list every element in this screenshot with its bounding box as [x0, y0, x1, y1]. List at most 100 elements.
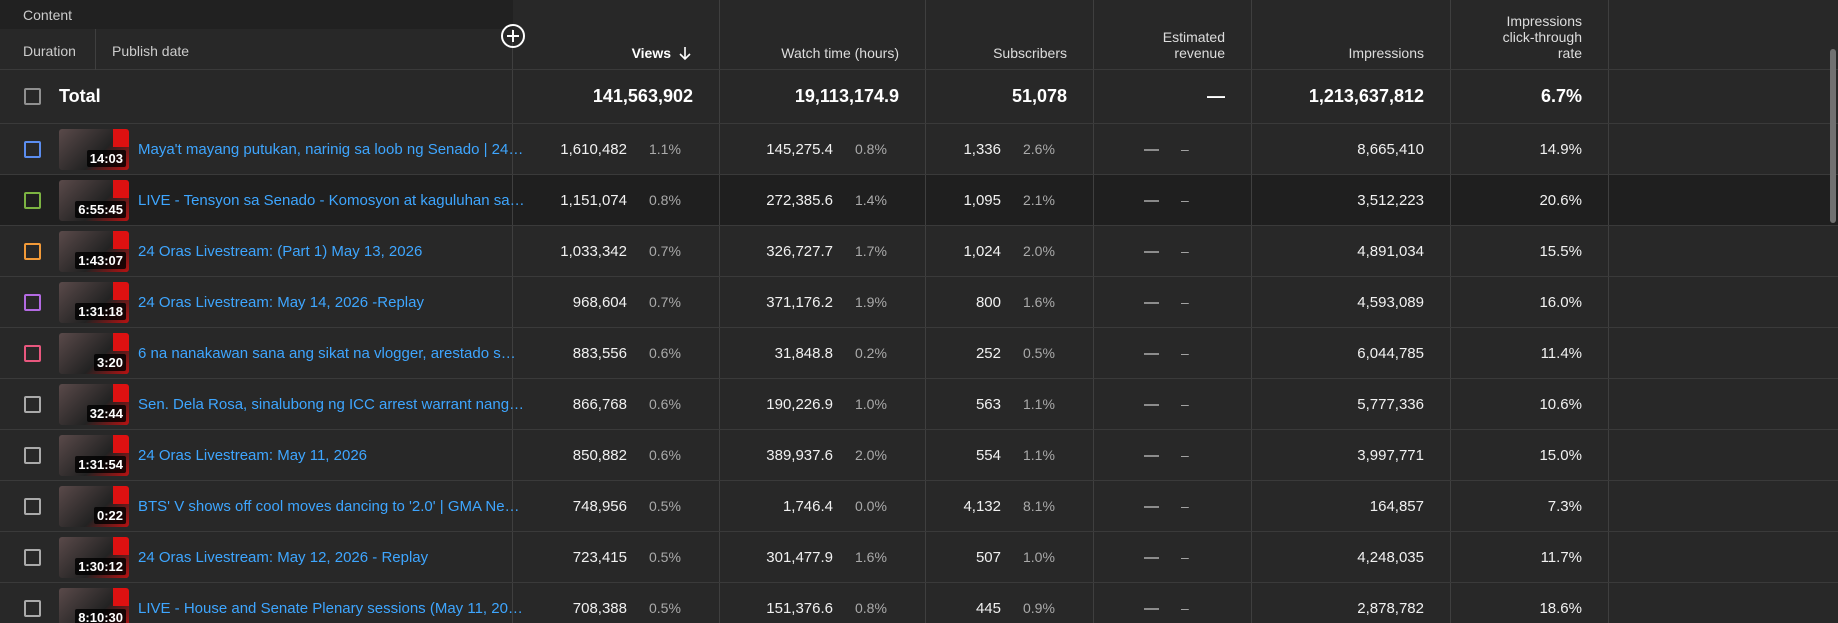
video-title[interactable]: LIVE - Tensyon sa Senado - Komosyon at k…	[138, 191, 525, 209]
checkbox[interactable]	[24, 497, 41, 515]
video-row: 32:44 Sen. Dela Rosa, sinalubong ng ICC a…	[0, 379, 1838, 430]
percent: 1.6%	[855, 549, 887, 565]
checkbox[interactable]	[24, 293, 41, 311]
video-title[interactable]: 24 Oras Livestream: May 14, 2026 -Replay	[138, 293, 424, 311]
value: —	[1144, 242, 1159, 260]
scrollbar[interactable]	[1830, 49, 1836, 223]
percent: –	[1181, 498, 1189, 514]
video-title[interactable]: 6 na nanakawan sana ang sikat na vlogger…	[138, 344, 516, 362]
spacer	[1609, 70, 1838, 123]
value: —	[1144, 395, 1159, 413]
column-header[interactable]: Subscribers	[926, 0, 1094, 69]
sort-arrow	[679, 47, 691, 61]
thumbnail[interactable]: 32:44	[59, 383, 129, 425]
checkbox[interactable]	[24, 446, 41, 464]
video-title[interactable]: BTS' V shows off cool moves dancing to '…	[138, 497, 520, 515]
cell: 1,336 2.6%	[926, 124, 1094, 174]
checkbox[interactable]	[24, 548, 41, 566]
column-header[interactable]: Estimated revenue	[1094, 0, 1252, 69]
cell: — –	[1094, 379, 1252, 429]
cell: 1,095 2.1%	[926, 175, 1094, 225]
spacer	[1609, 481, 1838, 531]
value: 389,937.6	[766, 446, 833, 464]
duration: 32:44	[86, 404, 126, 422]
checkbox[interactable]	[24, 88, 41, 105]
add-column-button[interactable]	[500, 23, 526, 49]
value: 3,512,223	[1357, 191, 1424, 209]
cell: 2,878,782	[1252, 583, 1451, 623]
video-row: 1:31:54 24 Oras Livestream: May 11, 2026 8…	[0, 430, 1838, 481]
checkbox[interactable]	[24, 242, 41, 260]
video-title[interactable]: Sen. Dela Rosa, sinalubong ng ICC arrest…	[138, 395, 525, 413]
percent: 0.0%	[855, 498, 887, 514]
column-header[interactable]: Watch time (hours)	[720, 0, 926, 69]
cell: 708,388 0.5%	[513, 583, 720, 623]
thumbnail[interactable]: 8:10:30	[59, 587, 129, 623]
header-label: Subscribers	[993, 45, 1067, 61]
video-row: 1:43:07 24 Oras Livestream: (Part 1) May …	[0, 226, 1838, 277]
spacer	[1609, 0, 1838, 69]
video-title[interactable]: LIVE - House and Senate Plenary sessions…	[138, 599, 523, 617]
value: 11.4%	[1540, 344, 1582, 362]
cell: 15.0%	[1451, 430, 1609, 480]
video-title[interactable]: 24 Oras Livestream: May 12, 2026 - Repla…	[138, 548, 429, 566]
duration: 1:31:18	[75, 302, 126, 320]
tab[interactable]: Duration	[23, 43, 76, 59]
spacer	[1609, 328, 1838, 378]
cell: 850,882 0.6%	[513, 430, 720, 480]
logo	[113, 128, 129, 147]
cell: 4,891,034	[1252, 226, 1451, 276]
column-header[interactable]: Impressions	[1252, 0, 1451, 69]
value: 968,604	[572, 293, 627, 311]
video-row: 6:55:45 LIVE - Tensyon sa Senado - Komosy…	[0, 175, 1838, 226]
cell: 11.7%	[1451, 532, 1609, 582]
video-title[interactable]: Maya't mayang putukan, narinig sa loob n…	[138, 140, 524, 158]
thumbnail[interactable]: 1:31:18	[59, 281, 129, 323]
percent: 1.0%	[855, 396, 887, 412]
thumbnail[interactable]: 6:55:45	[59, 179, 129, 221]
cell: 15.5%	[1451, 226, 1609, 276]
content-cell: 14:03 Maya't mayang putukan, narinig sa l…	[0, 124, 523, 174]
cell: 1,151,074 0.8%	[513, 175, 720, 225]
thumbnail[interactable]: 14:03	[59, 128, 129, 170]
value: 14.9%	[1539, 140, 1582, 158]
checkbox[interactable]	[24, 599, 41, 617]
value: —	[1144, 344, 1159, 362]
column-header[interactable]: Views	[513, 0, 720, 69]
checkbox[interactable]	[24, 395, 41, 413]
value: 4,593,089	[1357, 293, 1424, 311]
thumbnail[interactable]: 1:31:54	[59, 434, 129, 476]
tab[interactable]: Publish date	[112, 43, 190, 59]
logo	[113, 485, 129, 504]
cell: 371,176.2 1.9%	[720, 277, 926, 327]
thumbnail[interactable]: 1:30:12	[59, 536, 129, 578]
value: 5,777,336	[1357, 395, 1424, 413]
video-row: 14:03 Maya't mayang putukan, narinig sa l…	[0, 124, 1838, 175]
value: 1,151,074	[560, 191, 627, 209]
video-title[interactable]: 24 Oras Livestream: May 11, 2026	[138, 446, 367, 464]
checkbox[interactable]	[24, 344, 41, 362]
video-row: 1:31:18 24 Oras Livestream: May 14, 2026 …	[0, 277, 1838, 328]
value: 1,610,482	[560, 140, 627, 158]
video-title[interactable]: 24 Oras Livestream: (Part 1) May 13, 202…	[138, 242, 423, 260]
percent: –	[1181, 192, 1189, 208]
value: 20.6%	[1539, 191, 1582, 209]
cell: 252 0.5%	[926, 328, 1094, 378]
video-row: 0:22 BTS' V shows off cool moves dancing …	[0, 481, 1838, 532]
value: 1,095	[963, 191, 1001, 209]
content-cell: 3:20 6 na nanakawan sana ang sikat na vlo…	[0, 328, 516, 378]
cell: 723,415 0.5%	[513, 532, 720, 582]
column-header[interactable]: Impressions click-through rate	[1451, 0, 1609, 69]
cell: — –	[1094, 175, 1252, 225]
content-header: Content Duration Publish date	[0, 0, 525, 70]
thumbnail[interactable]: 1:43:07	[59, 230, 129, 272]
value: 141,563,902	[592, 86, 693, 106]
cell: — –	[1094, 430, 1252, 480]
checkbox[interactable]	[24, 191, 41, 209]
spacer	[1609, 430, 1838, 480]
spacer	[1609, 379, 1838, 429]
checkbox[interactable]	[24, 140, 41, 158]
thumbnail[interactable]: 3:20	[59, 332, 129, 374]
thumbnail[interactable]: 0:22	[59, 485, 129, 527]
